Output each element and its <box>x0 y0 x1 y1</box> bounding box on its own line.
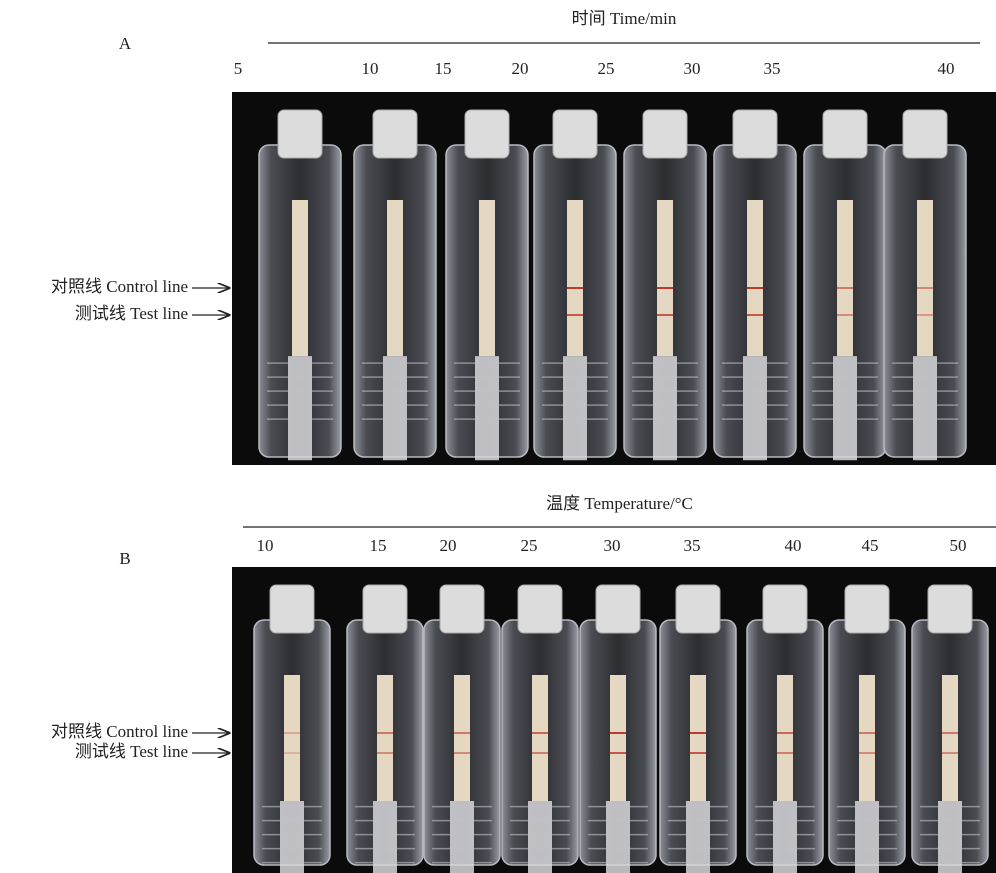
test-device <box>747 585 823 873</box>
strip <box>837 200 853 356</box>
strip <box>747 200 763 356</box>
tick-label: 45 <box>862 536 879 555</box>
tick-label: 20 <box>512 59 529 78</box>
device-cap <box>928 585 972 633</box>
device-cap <box>278 110 322 158</box>
test-line-label: 测试线 Test line <box>75 742 188 761</box>
tick-label: 5 <box>234 59 243 78</box>
axis-title: 时间 Time/min <box>572 9 677 28</box>
test-device <box>714 110 796 460</box>
device-cap <box>270 585 314 633</box>
photo <box>232 92 996 465</box>
device-cap <box>440 585 484 633</box>
tick-label: 15 <box>435 59 452 78</box>
test-device <box>660 585 736 873</box>
sample-pad <box>563 356 587 460</box>
device-cap <box>553 110 597 158</box>
strip <box>690 675 706 801</box>
strip <box>657 200 673 356</box>
sample-pad <box>913 356 937 460</box>
test-device <box>354 110 436 460</box>
device-cap <box>733 110 777 158</box>
panel-label: B <box>119 549 130 568</box>
device-cap <box>823 110 867 158</box>
tick-label: 10 <box>257 536 274 555</box>
tick-label: 40 <box>938 59 955 78</box>
axis-title: 温度 Temperature/°C <box>546 494 693 513</box>
figure: A 时间 Time/min 5 10 15 20 25 30 35 40 对照线 Control l… <box>0 0 996 873</box>
strip <box>610 675 626 801</box>
tick-label: 10 <box>362 59 379 78</box>
strip <box>284 675 300 801</box>
strip <box>942 675 958 801</box>
tick-label: 30 <box>604 536 621 555</box>
test-device <box>829 585 905 873</box>
test-device <box>884 110 966 460</box>
device-cap <box>845 585 889 633</box>
strip <box>532 675 548 801</box>
control-line-label: 对照线 Control line <box>51 722 188 741</box>
test-device <box>424 585 500 873</box>
panel-label: A <box>119 34 132 53</box>
test-device <box>624 110 706 460</box>
strip <box>479 200 495 356</box>
device-cap <box>373 110 417 158</box>
test-device <box>912 585 988 873</box>
strip <box>917 200 933 356</box>
test-device <box>254 585 330 873</box>
sample-pad <box>653 356 677 460</box>
tick-label: 30 <box>684 59 701 78</box>
strip <box>777 675 793 801</box>
strip <box>859 675 875 801</box>
test-device <box>534 110 616 460</box>
tick-label: 50 <box>950 536 967 555</box>
control-line-label: 对照线 Control line <box>51 277 188 296</box>
device-cap <box>465 110 509 158</box>
strip <box>567 200 583 356</box>
tick-label: 25 <box>521 536 538 555</box>
device-cap <box>596 585 640 633</box>
sample-pad <box>475 356 499 460</box>
test-device <box>347 585 423 873</box>
sample-pad <box>383 356 407 460</box>
tick-label: 25 <box>598 59 615 78</box>
test-device <box>446 110 528 460</box>
device-cap <box>363 585 407 633</box>
tick-label: 15 <box>370 536 387 555</box>
tick-label: 35 <box>684 536 701 555</box>
strip <box>454 675 470 801</box>
sample-pad <box>833 356 857 460</box>
test-device <box>502 585 578 873</box>
photo <box>232 567 996 873</box>
strip <box>387 200 403 356</box>
sample-pad <box>743 356 767 460</box>
device-cap <box>518 585 562 633</box>
test-device <box>804 110 886 460</box>
test-device <box>259 110 341 460</box>
device-cap <box>903 110 947 158</box>
test-line-label: 测试线 Test line <box>75 304 188 323</box>
strip <box>377 675 393 801</box>
device-cap <box>676 585 720 633</box>
sample-pad <box>288 356 312 460</box>
test-device <box>580 585 656 873</box>
device-cap <box>643 110 687 158</box>
device-cap <box>763 585 807 633</box>
tick-label: 40 <box>785 536 802 555</box>
tick-label: 35 <box>764 59 781 78</box>
strip <box>292 200 308 356</box>
tick-label: 20 <box>440 536 457 555</box>
